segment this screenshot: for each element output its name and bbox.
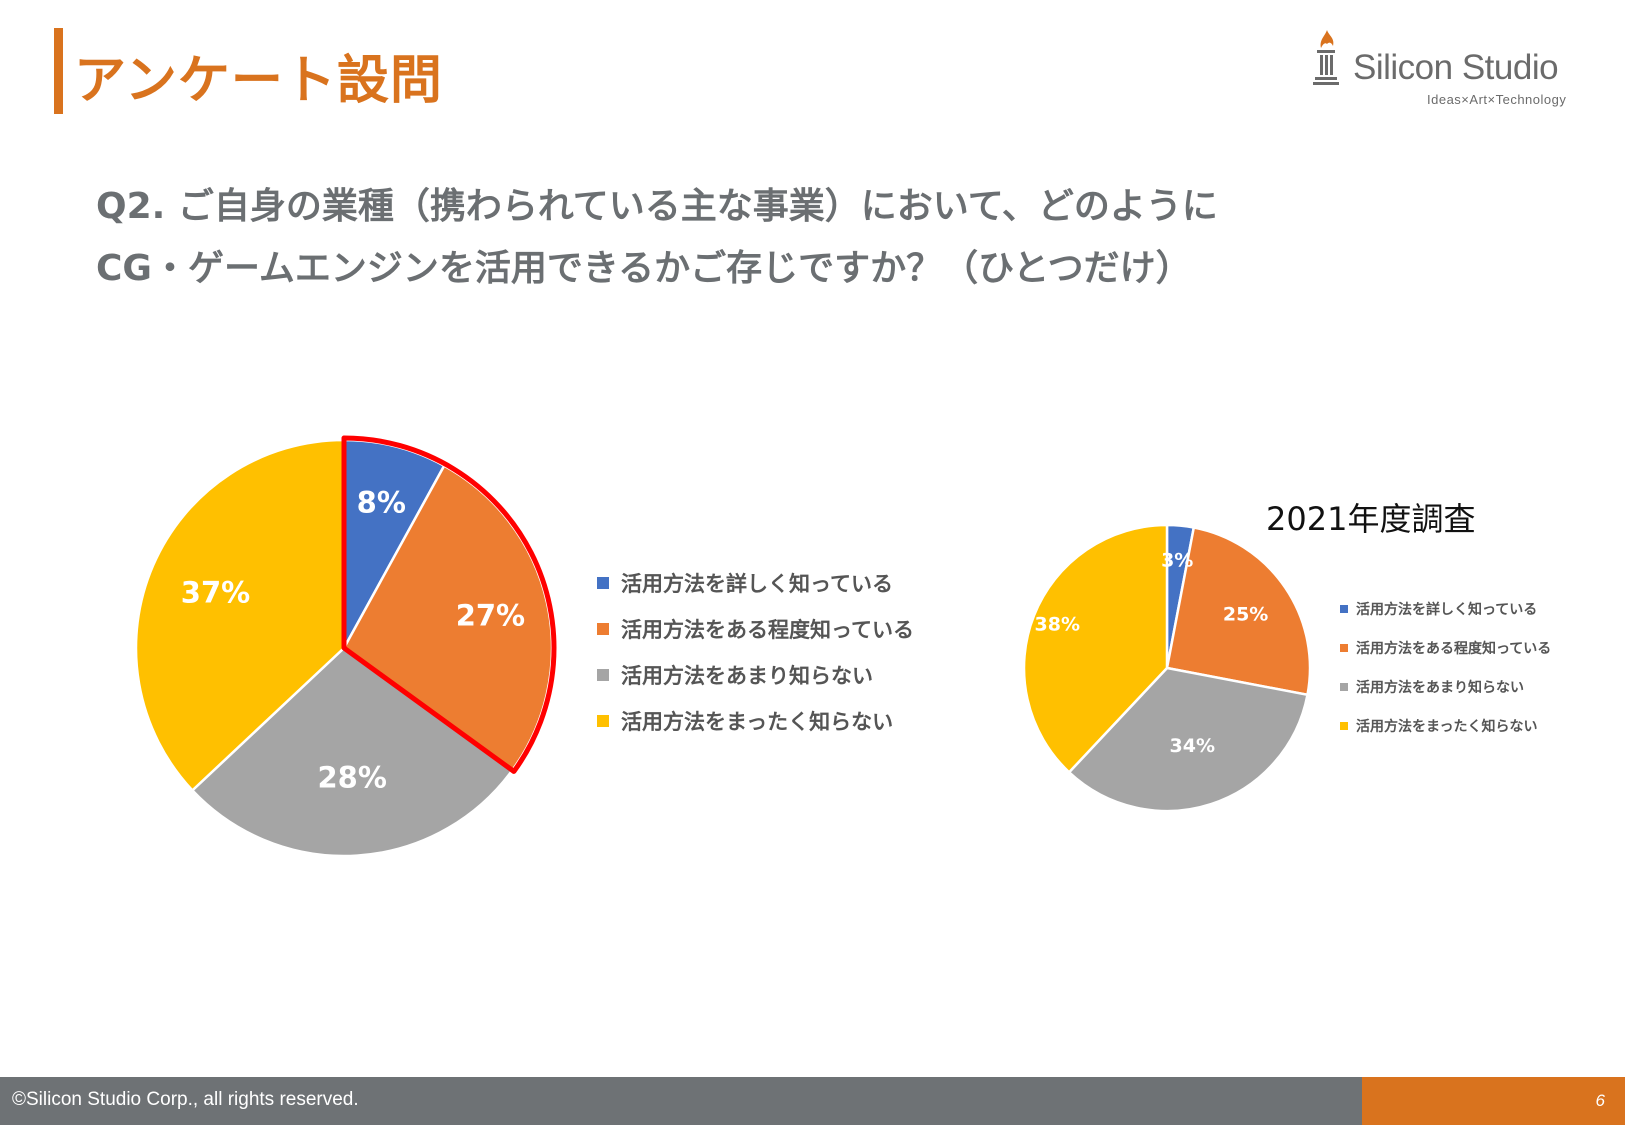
company-logo: Silicon Studio Ideas×Art×Technology — [1305, 30, 1605, 110]
question-line-1: Q2. ご自身の業種（携わられている主な事業）において、どのように — [96, 186, 1218, 227]
question-text: Q2. ご自身の業種（携わられている主な事業）において、どのように CG・ゲーム… — [96, 176, 1496, 300]
legend-swatch — [597, 669, 609, 681]
legend-label: 活用方法をあまり知らない — [621, 664, 873, 688]
torch-icon — [1313, 30, 1339, 85]
legend-swatch — [1340, 643, 1348, 652]
legend-label: 活用方法を詳しく知っている — [1356, 601, 1538, 618]
legend-0-item-1: 活用方法をある程度知っている — [597, 606, 914, 652]
logo-name: Silicon Studio — [1353, 48, 1559, 87]
legend-label: 活用方法をまったく知らない — [621, 710, 894, 734]
legend-0-item-0: 活用方法を詳しく知っている — [597, 560, 914, 606]
legend-2021: 活用方法を詳しく知っている 活用方法をある程度知っている 活用方法をあまり知らない活… — [1340, 589, 1551, 745]
page-number: 6 — [1595, 1091, 1605, 1110]
pie-0-slice-3 — [134, 438, 346, 793]
legend-swatch — [597, 577, 609, 589]
legend-swatch — [1340, 682, 1348, 691]
legend-current: 活用方法を詳しく知っている 活用方法をある程度知っている 活用方法をあまり知らない活… — [597, 560, 914, 744]
copyright: ©Silicon Studio Corp., all rights reserv… — [12, 1089, 359, 1110]
pie-0-label-0: 8% — [357, 486, 406, 520]
legend-label: 活用方法を詳しく知っている — [621, 572, 893, 596]
survey-2021-title: 2021年度調査 — [1266, 500, 1476, 538]
page-title: アンケート設問 — [74, 51, 443, 111]
pie-1-slice-1 — [1165, 526, 1312, 697]
pie-1-slice-3 — [1022, 523, 1169, 775]
pie-1-label-2: 34% — [1170, 735, 1215, 757]
question-line-2: CG・ゲームエンジンを活用できるかご存じですか？（ひとつだけ） — [96, 248, 1192, 289]
pie-1-label-1: 25% — [1223, 604, 1268, 626]
legend-swatch — [597, 623, 609, 635]
legend-1-item-1: 活用方法をある程度知っている — [1340, 628, 1551, 667]
pie-0-label-1: 27% — [456, 598, 525, 632]
legend-1-item-2: 活用方法をあまり知らない — [1340, 667, 1551, 706]
legend-label: 活用方法をある程度知っている — [621, 618, 914, 642]
pie-0-slice-2 — [190, 646, 515, 858]
pie-1-label-3: 38% — [1035, 614, 1080, 636]
pie-1-label-0: 3% — [1161, 550, 1193, 572]
pie-1-slice-2 — [1067, 666, 1309, 813]
legend-label: 活用方法をまったく知らない — [1356, 718, 1538, 735]
footer-accent: 6 — [1362, 1077, 1625, 1125]
legend-swatch — [1340, 721, 1348, 730]
legend-swatch — [1340, 604, 1348, 613]
legend-1-item-0: 活用方法を詳しく知っている — [1340, 589, 1551, 628]
legend-swatch — [597, 715, 609, 727]
legend-0-item-2: 活用方法をあまり知らない — [597, 652, 914, 698]
highlight-outline — [341, 435, 557, 774]
logo-tagline: Ideas×Art×Technology — [1427, 92, 1567, 107]
pie-0-label-2: 28% — [317, 761, 386, 795]
legend-label: 活用方法をある程度知っている — [1356, 640, 1552, 657]
pie-0-label-3: 37% — [181, 575, 250, 609]
legend-0-item-3: 活用方法をまったく知らない — [597, 698, 914, 744]
legend-1-item-3: 活用方法をまったく知らない — [1340, 706, 1551, 745]
footer: ©Silicon Studio Corp., all rights reserv… — [0, 1077, 1625, 1125]
pie-charts: 8% 27% 28% 37% 3% 25% 34% 38% — [134, 435, 1312, 858]
legend-label: 活用方法をあまり知らない — [1356, 679, 1524, 696]
title-accent-bar — [54, 28, 63, 114]
